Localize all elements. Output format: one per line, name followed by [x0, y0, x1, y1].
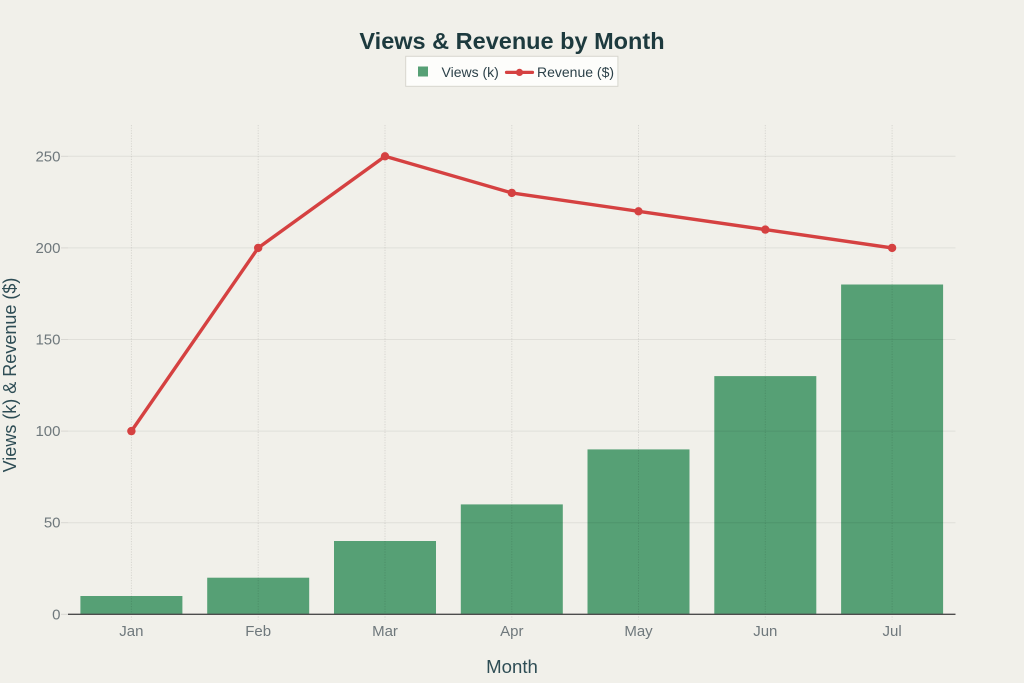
svg-text:50: 50 — [44, 515, 61, 532]
svg-text:Views & Revenue by Month: Views & Revenue by Month — [359, 28, 664, 54]
svg-text:150: 150 — [35, 332, 60, 349]
svg-text:Month: Month — [486, 656, 538, 677]
svg-text:Views (k): Views (k) — [442, 64, 499, 80]
svg-text:0: 0 — [52, 606, 60, 623]
svg-text:250: 250 — [35, 148, 60, 165]
svg-text:Feb: Feb — [245, 623, 271, 640]
svg-text:Views (k) & Revenue ($): Views (k) & Revenue ($) — [0, 278, 20, 473]
svg-text:Jul: Jul — [883, 623, 902, 640]
svg-text:Jan: Jan — [119, 623, 143, 640]
svg-text:Mar: Mar — [372, 623, 398, 640]
svg-text:Revenue ($): Revenue ($) — [537, 64, 614, 80]
svg-text:May: May — [624, 623, 653, 640]
svg-text:100: 100 — [35, 423, 60, 440]
svg-text:Jun: Jun — [753, 623, 777, 640]
svg-text:Apr: Apr — [500, 623, 523, 640]
svg-text:200: 200 — [35, 240, 60, 257]
